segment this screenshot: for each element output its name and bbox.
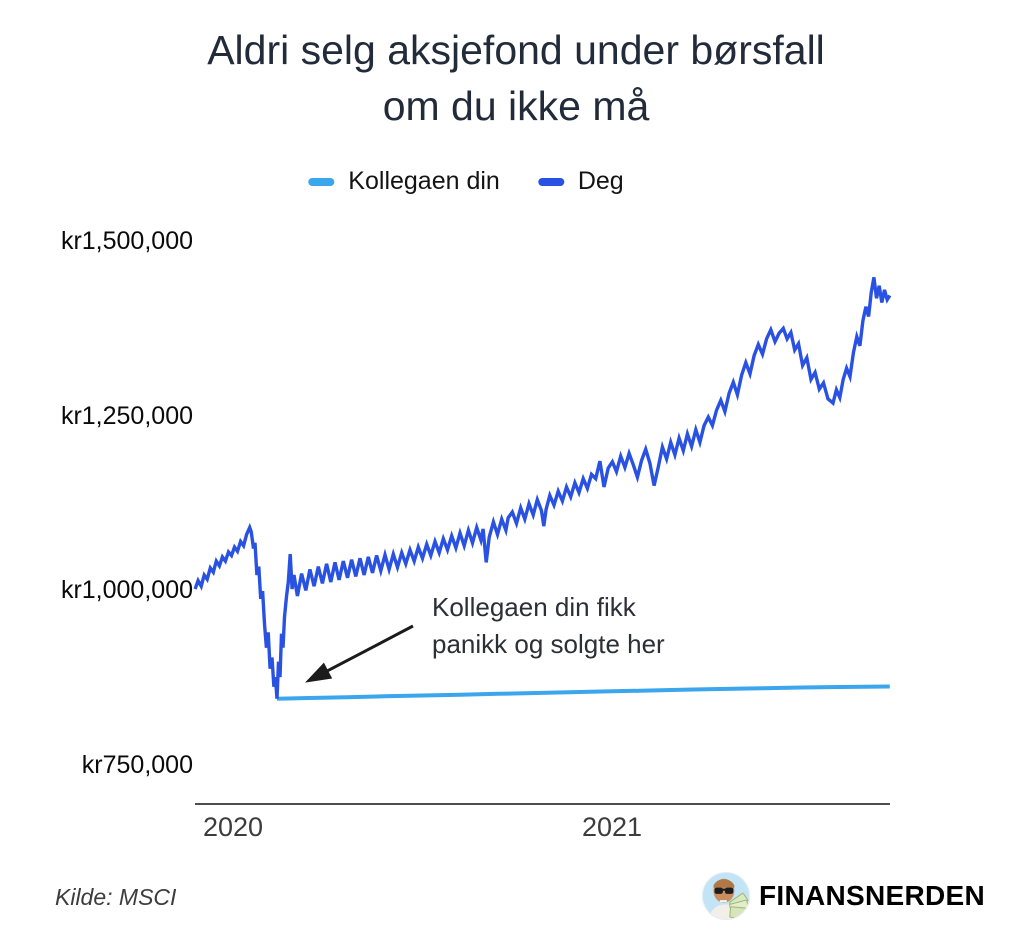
- legend-label-kollegaen: Kollegaen din: [348, 167, 500, 195]
- x-axis-label-2021: 2021: [581, 812, 643, 842]
- page-title: Aldri selg aksjefond under børsfall om d…: [0, 22, 1032, 134]
- page-title-line1: Aldri selg aksjefond under børsfall: [207, 27, 825, 73]
- legend-dash-deg-icon: [537, 177, 564, 186]
- legend-label-deg: Deg: [577, 167, 624, 195]
- annotation-callout: Kollegaen din fikk panikk og solgte her: [432, 589, 665, 663]
- y-axis-label-1000000: kr1,000,000: [60, 576, 193, 604]
- avatar-money-fan: [729, 892, 750, 920]
- page-title-line2: om du ikke må: [382, 83, 650, 129]
- legend-item-kollegaen: Kollegaen din: [308, 167, 500, 196]
- avatar-ring: [702, 872, 750, 920]
- avatar-sunglasses-bridge: [721, 888, 726, 891]
- x-axis-line: [195, 803, 890, 805]
- series-line-kollegaen: [276, 684, 890, 701]
- brand-name: FINANSNERDEN: [759, 880, 986, 911]
- avatar-sunglasses-right-icon: [724, 887, 734, 894]
- y-axis-label-1250000: kr1,250,000: [60, 402, 193, 430]
- annotation-line1: Kollegaen din fikk: [432, 592, 636, 622]
- annotation-line2: panikk og solgte her: [432, 629, 665, 659]
- legend-item-deg: Deg: [537, 167, 624, 196]
- legend-dash-kollegaen-icon: [308, 177, 335, 186]
- y-axis-label-750000: kr750,000: [81, 751, 193, 779]
- brand-logo: FINANSNERDEN: [702, 872, 985, 920]
- avatar-cigarette: [719, 900, 728, 903]
- avatar-sunglasses-left-icon: [714, 887, 723, 894]
- source-credit: Kilde: MSCI: [55, 884, 177, 910]
- legend: Kollegaen din Deg: [308, 167, 624, 196]
- x-axis-label-2020: 2020: [202, 812, 264, 842]
- y-axis-label-1500000: kr1,500,000: [60, 227, 193, 255]
- series-line-deg: [193, 277, 892, 699]
- brand-avatar: [702, 872, 750, 920]
- annotation-arrow-head-icon: [305, 662, 333, 683]
- annotation-arrow-line: [322, 624, 414, 675]
- avatar-hair: [713, 879, 735, 888]
